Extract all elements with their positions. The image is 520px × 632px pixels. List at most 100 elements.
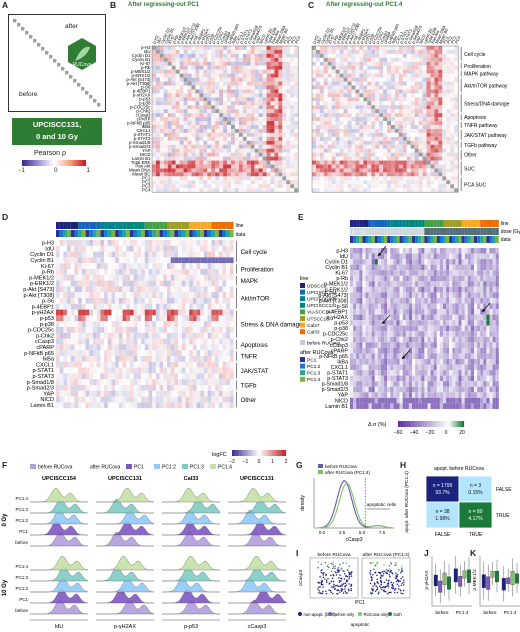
heatmap-cell [93,240,97,246]
corr-cell [422,176,427,181]
corr-cell [327,188,332,193]
heatmap-cell [130,321,134,327]
corr-cell [363,121,368,125]
heatmap-cell [368,248,372,254]
heatmap-cell [85,240,90,246]
corr-cell [347,57,352,62]
corr-cell [179,168,184,173]
heatmap-cell [159,402,164,409]
heatmap-cell [74,361,79,368]
corr-cell [282,164,287,169]
line-track-cell [424,220,428,227]
heatmap-cell [122,332,127,339]
corr-cell [339,81,344,86]
diagonal-schematic [13,19,101,107]
corr-cell [250,121,255,125]
corr-cell [343,46,348,50]
heatmap-cell [59,263,64,269]
heatmap-cell [130,257,134,264]
heatmap-cell [226,315,230,322]
col-label: p-Chk2 [375,30,385,45]
panel-letter-g: G [296,460,303,470]
corr-cell [319,57,324,62]
heatmap-cell [384,275,388,282]
corr-cell [367,57,372,62]
corr-cell [371,136,376,141]
heatmap-cell [93,251,97,258]
corr-cell [351,93,356,98]
heatmap-cell [70,240,75,246]
corr-cell [387,53,391,58]
heatmap-cell [211,263,216,269]
corr-cell [250,105,255,110]
corr-cell [254,61,259,66]
corr-cell [227,188,231,193]
heatmap-cell [229,361,234,368]
heatmap-cell [229,257,234,264]
heatmap-cell [81,269,86,275]
corr-cell [418,46,423,50]
corr-cell [331,188,336,193]
corr-cell [430,117,435,122]
corr-cell [355,164,360,169]
corr-cell [234,73,239,78]
heatmap-cell [141,292,145,298]
corr-cell [258,184,263,189]
corr-cell [363,160,368,165]
heatmap-cell [196,390,201,397]
heatmap-cell [377,270,381,276]
dose-track-cell [359,228,363,235]
heatmap-cell [133,309,138,316]
heatmap-cell [211,292,216,298]
heatmap-cell [118,292,123,298]
heatmap-cell [93,396,97,403]
heatmap-cell [207,356,212,362]
corr-cell [254,81,259,86]
heatmap-cell [196,263,201,269]
heatmap-cell [362,253,366,260]
corr-cell [155,49,160,54]
row-label: p-γH2AX [326,315,348,321]
corr-cell [254,73,259,78]
corr-cell [359,117,364,122]
corr-cell [211,164,216,169]
colorbar-cell [242,450,245,456]
corr-cell [367,125,372,129]
corr-cell [155,73,160,78]
corr-cell [211,81,216,86]
corr-cell [215,180,220,185]
corr-cell [371,53,376,58]
heatmap-cell [159,396,164,403]
heatmap-cell [174,367,179,374]
corr-cell [179,144,184,149]
corr-cell [187,57,192,62]
heatmap-cell [70,263,75,269]
corr-cell [207,61,212,66]
heatmap-cell [93,274,97,281]
corr-cell [434,136,439,141]
corr-cell [426,164,431,169]
corr-cell [442,160,447,165]
corr-cell [278,125,283,129]
corr-cell [434,69,439,74]
heatmap-cell [455,253,459,260]
heatmap-cell [107,245,112,252]
corr-cell [242,93,247,98]
heatmap-cell [200,292,204,298]
corr-cell [418,144,423,149]
corr-cell [231,77,235,82]
corr-cell [238,132,243,137]
corr-cell [274,109,279,114]
heatmap-cell [130,269,134,275]
corr-cell [371,65,376,70]
heatmap-cell [211,367,216,374]
corr-cell [195,117,200,122]
corr-cell [246,188,251,193]
heatmap-cell [211,338,216,345]
heatmap-cell [59,396,64,403]
row-label: p-Smad2/3 [27,386,54,392]
corr-cell [359,132,364,137]
heatmap-cell [130,245,134,252]
heatmap-cell [155,396,160,403]
heatmap-cell [492,253,496,260]
